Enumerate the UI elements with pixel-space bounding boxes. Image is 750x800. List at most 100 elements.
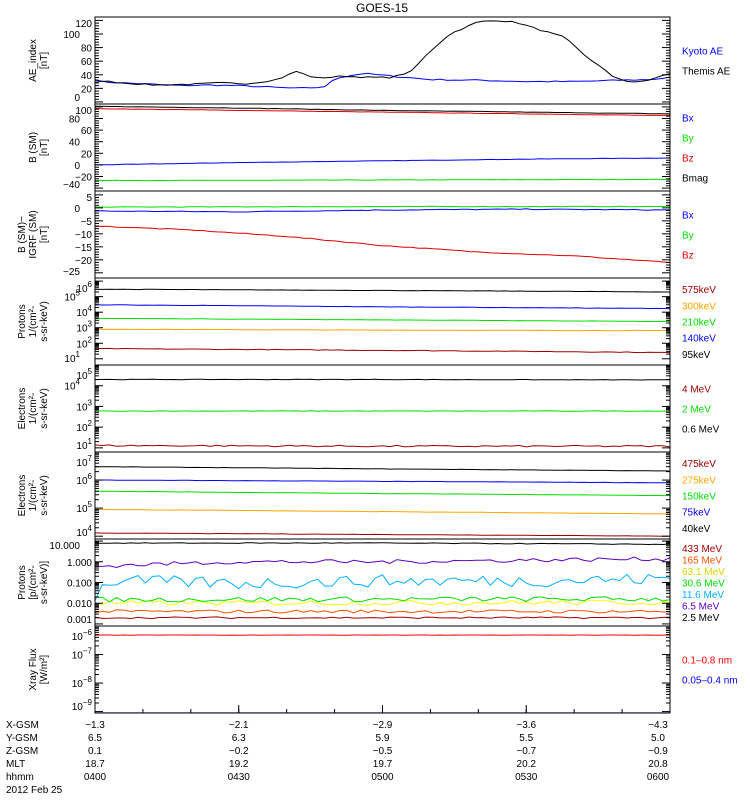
- footer-value: 0600: [647, 772, 670, 783]
- footer-value: −3.6: [516, 720, 536, 731]
- legend-label: Kyoto AE: [682, 47, 723, 58]
- y-tick-label: −15: [75, 243, 92, 254]
- y-axis-label: 1/(cm²-s-sr-keV): [28, 388, 50, 429]
- y-tick-label: 10−8: [72, 675, 93, 690]
- series-line-300kev: [95, 328, 670, 332]
- y-axis-label: [W/m²]: [39, 655, 50, 685]
- y-tick-label: 5: [86, 193, 92, 204]
- footer-value: 0430: [228, 772, 251, 783]
- y-tick-label: 0.010: [67, 599, 92, 610]
- y-tick-label: −25: [63, 267, 80, 278]
- legend-label: 2 MeV: [682, 405, 711, 416]
- footer-value: 5.5: [519, 733, 533, 744]
- y-tick-label: 0: [74, 161, 80, 172]
- series-group: [95, 205, 670, 263]
- y-tick-label: 101: [64, 350, 80, 365]
- footer-value: 19.2: [229, 759, 249, 770]
- footer-value: 20.2: [517, 759, 537, 770]
- legend-label: 210keV: [682, 318, 716, 329]
- panel-6: 107 106 105 104 Electrons 1/(cm²-s-sr-keV) 475…: [17, 451, 716, 540]
- y-tick-label: 0.001: [67, 615, 92, 626]
- y-tick-label: −5: [81, 217, 93, 228]
- y-tick-label: 10.000: [49, 541, 80, 552]
- y-tick-label: 104: [76, 524, 92, 539]
- series-line-95kev: [95, 288, 670, 293]
- panel-frame: [94, 451, 671, 540]
- y-tick-label: 0.100: [67, 579, 92, 590]
- panel-frame: [94, 364, 671, 453]
- series-line-140kev: [95, 304, 670, 310]
- y-axis-label: AE_index: [28, 39, 39, 82]
- legend-label: 575keV: [682, 285, 716, 296]
- y-tick-label: 105: [76, 367, 92, 382]
- footer-value: 0400: [84, 772, 107, 783]
- y-tick-label: 102: [76, 419, 92, 434]
- legend-label: 140keV: [682, 334, 716, 345]
- legend-label: 475keV: [682, 459, 716, 470]
- y-tick-label: 101: [76, 437, 92, 452]
- legend-label: 0.1–0.8 nm: [682, 656, 732, 667]
- y-tick-label: 1.000: [67, 558, 92, 569]
- y-tick-label: 120: [75, 19, 92, 30]
- panel-frame: [94, 190, 671, 279]
- y-axis-label: [nT]: [39, 226, 50, 243]
- legend-label: By: [682, 134, 694, 145]
- y-axis-label: [nT]: [39, 52, 50, 69]
- y-tick-label: 10−6: [72, 628, 93, 643]
- legend-label: Bz: [682, 154, 694, 165]
- footer-value: 6.3: [232, 733, 246, 744]
- series-line-210kev: [95, 317, 670, 323]
- panel-frame: [94, 625, 671, 714]
- series-line-63-1-mev: [95, 599, 670, 606]
- footer-value: −2.1: [229, 720, 249, 731]
- series-group: [95, 466, 670, 537]
- footer-value: 20.8: [648, 759, 668, 770]
- footer-date: 2012 Feb 25: [6, 785, 63, 796]
- y-tick-label: 10−7: [72, 647, 93, 662]
- y-tick-label: 103: [76, 398, 92, 413]
- y-tick-label: 104: [76, 304, 92, 319]
- footer-value: 5.0: [651, 733, 665, 744]
- footer-value: −0.9: [648, 746, 668, 757]
- series-line-0-6-mev: [95, 378, 670, 381]
- footer-row-label: MLT: [6, 759, 25, 770]
- series-group: [95, 105, 670, 182]
- series-line-575kev: [95, 347, 670, 354]
- footer-value: 6.5: [88, 733, 102, 744]
- panel-frame: [94, 103, 671, 192]
- footer-value: −0.2: [229, 746, 249, 757]
- series-line-275kev: [95, 509, 670, 515]
- legend-label: 40keV: [682, 524, 711, 535]
- y-tick-label: 107: [76, 454, 92, 469]
- panel-3: 50−5 −10 −15 −20−25 B (SM)−IGRF (SM) [nT] Bx By…: [17, 190, 694, 279]
- series-line-bx: [95, 157, 670, 166]
- y-axis-label: B (SM): [28, 132, 39, 163]
- legend-label: Bx: [682, 114, 694, 125]
- legend-label: 150keV: [682, 492, 716, 503]
- panel-frame: [94, 16, 671, 105]
- position-footer: X-GSM −1.3 −2.1 −2.9 −3.6 −4.3 Y-GSM 6.5 6.3 5.9 5…: [6, 720, 670, 796]
- series-line-4-mev: [95, 444, 670, 448]
- footer-value: 0530: [515, 772, 538, 783]
- series-group: [95, 634, 670, 713]
- footer-value: 5.9: [376, 733, 390, 744]
- series-group: [95, 20, 670, 89]
- series-line-475kev: [95, 532, 670, 537]
- legend-label: 95keV: [682, 350, 711, 361]
- y-tick-label: −20: [75, 256, 92, 267]
- footer-row-label: hhmm: [6, 772, 34, 783]
- legend-label: 6.5 MeV: [682, 602, 720, 613]
- y-tick-label: 80: [69, 115, 81, 126]
- series-line-kyoto-ae: [95, 72, 670, 89]
- footer-value: 19.7: [373, 759, 393, 770]
- y-tick-label: 105: [76, 500, 92, 515]
- footer-value: −0.5: [373, 746, 393, 757]
- legend-label: 433 MeV: [682, 544, 722, 555]
- y-tick-label: 103: [76, 320, 92, 335]
- footer-row-label: Y-GSM: [6, 733, 38, 744]
- series-group: [95, 288, 670, 354]
